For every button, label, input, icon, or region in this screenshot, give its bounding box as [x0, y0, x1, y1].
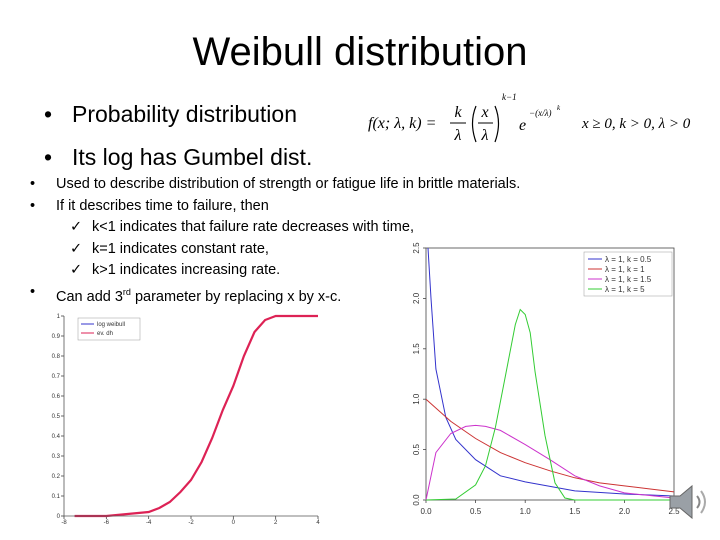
- series-line: [425, 424, 675, 501]
- slide-title: Weibull distribution: [192, 30, 528, 74]
- y-tick-label: 0.2: [52, 474, 61, 480]
- y-tick-label: 0.5: [52, 414, 61, 420]
- formula-lhs: f(x; λ, k) =: [368, 115, 436, 132]
- x-tick-label: 0.5: [470, 507, 482, 516]
- formula-inner-lambda: λ: [481, 127, 489, 144]
- plot-frame: [425, 247, 675, 501]
- formula-e: e: [519, 117, 526, 134]
- y-tick-label: 1.5: [412, 343, 421, 355]
- check-sub-bullet: k<1 indicates that failure rate decrease…: [30, 217, 520, 239]
- legend-label: ev. dh: [97, 331, 113, 337]
- y-tick-label: 0.5: [412, 443, 421, 455]
- check-sub-bullet: k>1 indicates increasing rate.: [30, 260, 520, 282]
- legend-label: λ = 1, k = 1: [605, 265, 645, 274]
- legend-label: λ = 1, k = 5: [605, 285, 645, 294]
- y-tick-label: 0.0: [412, 494, 421, 506]
- legend-label: λ = 1, k = 1.5: [605, 275, 652, 284]
- y-tick-label: 2.5: [412, 242, 421, 254]
- series-line: [425, 398, 675, 493]
- y-tick-label: 0.6: [52, 394, 61, 400]
- x-tick-label: 2.5: [668, 507, 680, 516]
- detail-bullet: Can add 3rd parameter by replacing x by …: [30, 282, 520, 308]
- y-tick-label: 0.3: [52, 454, 61, 460]
- y-tick-label: 0: [57, 514, 61, 520]
- y-tick-label: 0.8: [52, 354, 61, 360]
- main-bullet-list: Probability distribution Its log has Gum…: [44, 93, 312, 179]
- weibull-pdf-plot: 0.0 0.5 1.0 1.5 2.0 2.5 0.0 0.5 1.0 1.5 2.0 2.5 λ = …: [412, 242, 680, 516]
- series-line: [74, 315, 318, 517]
- formula-lambda: λ: [454, 127, 462, 144]
- formula-e-exponent: −(x/λ): [529, 108, 551, 118]
- x-tick-label: 1.0: [520, 507, 532, 516]
- x-tick-label: 0.0: [420, 507, 432, 516]
- formula-conditions: x ≥ 0, k > 0, λ > 0: [581, 116, 691, 132]
- formula-k: k: [454, 104, 462, 121]
- x-tick-label: -2: [188, 520, 194, 526]
- x-tick-label: 2.0: [619, 507, 631, 516]
- series-line: [425, 308, 674, 501]
- legend-label: log weibull: [97, 322, 125, 328]
- formula-power: k−1: [502, 92, 517, 102]
- formula-e-exponent-k: k: [557, 104, 561, 112]
- weibull-pdf-formula: f(x; λ, k) = k λ x λ k−1 e −(x/λ) k x ≥ …: [368, 92, 691, 144]
- x-tick-label: -8: [61, 520, 67, 526]
- x-tick-label: -4: [146, 520, 152, 526]
- main-bullet: Probability distribution: [44, 93, 312, 136]
- x-tick-label: 0: [232, 520, 236, 526]
- x-tick-label: -6: [104, 520, 110, 526]
- detail-bullet: Used to describe distribution of strengt…: [30, 174, 520, 196]
- speaker-icon[interactable]: [664, 478, 714, 526]
- x-tick-label: 2: [274, 520, 278, 526]
- y-tick-label: 2.0: [412, 292, 421, 304]
- x-tick-label: 1.5: [569, 507, 581, 516]
- detail-bullet: If it describes time to failure, then: [30, 196, 520, 218]
- y-tick-label: 1: [57, 314, 61, 320]
- series-line: [74, 314, 318, 518]
- check-sub-bullet: k=1 indicates constant rate,: [30, 239, 520, 261]
- x-tick-label: 4: [316, 520, 320, 526]
- detail-bullet-list: Used to describe distribution of strengt…: [30, 174, 520, 308]
- y-tick-label: 1.0: [412, 393, 421, 405]
- formula-inner-x: x: [480, 104, 488, 121]
- y-tick-label: 0.7: [52, 374, 61, 380]
- y-tick-label: 0.1: [52, 494, 61, 500]
- y-tick-label: 0.4: [52, 434, 61, 440]
- main-bullet: Its log has Gumbel dist.: [44, 136, 312, 179]
- legend-label: λ = 1, k = 0.5: [605, 255, 652, 264]
- series-line: [427, 247, 675, 497]
- log-weibull-cdf-plot: -8 -6 -4 -2 0 2 4 0 0.1 0.2 0.3 0.4 0.5 0.6 0.7 0.8 0.9 1…: [52, 314, 321, 526]
- y-tick-label: 0.9: [52, 334, 61, 340]
